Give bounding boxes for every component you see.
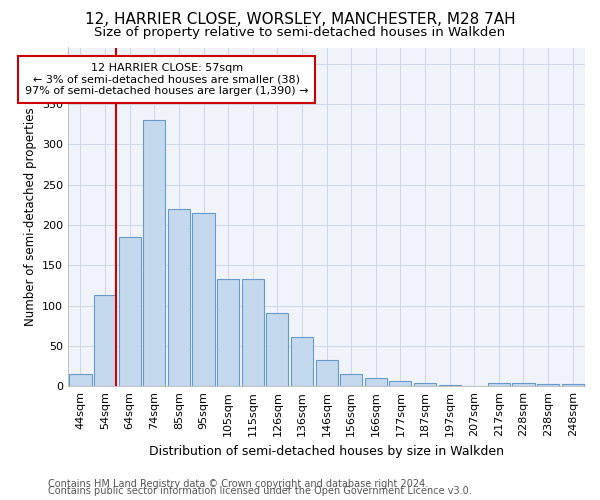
- Bar: [119, 237, 141, 386]
- Y-axis label: Number of semi-detached properties: Number of semi-detached properties: [23, 108, 37, 326]
- Bar: [193, 213, 215, 386]
- Text: 12, HARRIER CLOSE, WORSLEY, MANCHESTER, M28 7AH: 12, HARRIER CLOSE, WORSLEY, MANCHESTER, …: [85, 12, 515, 28]
- Bar: [242, 279, 264, 386]
- Bar: [291, 337, 313, 386]
- Text: Contains HM Land Registry data © Crown copyright and database right 2024.: Contains HM Land Registry data © Crown c…: [48, 479, 428, 489]
- Bar: [143, 120, 166, 386]
- Bar: [414, 383, 436, 386]
- Bar: [266, 313, 289, 386]
- Bar: [365, 378, 387, 386]
- Bar: [70, 374, 92, 386]
- Bar: [512, 383, 535, 386]
- Bar: [94, 295, 116, 386]
- Bar: [562, 384, 584, 386]
- Bar: [168, 209, 190, 386]
- Bar: [316, 360, 338, 386]
- X-axis label: Distribution of semi-detached houses by size in Walkden: Distribution of semi-detached houses by …: [149, 444, 504, 458]
- Text: Contains public sector information licensed under the Open Government Licence v3: Contains public sector information licen…: [48, 486, 472, 496]
- Text: Size of property relative to semi-detached houses in Walkden: Size of property relative to semi-detach…: [94, 26, 506, 39]
- Bar: [488, 383, 510, 386]
- Bar: [389, 382, 412, 386]
- Bar: [217, 279, 239, 386]
- Bar: [439, 384, 461, 386]
- Text: 12 HARRIER CLOSE: 57sqm
← 3% of semi-detached houses are smaller (38)
97% of sem: 12 HARRIER CLOSE: 57sqm ← 3% of semi-det…: [25, 63, 308, 96]
- Bar: [340, 374, 362, 386]
- Bar: [537, 384, 559, 386]
